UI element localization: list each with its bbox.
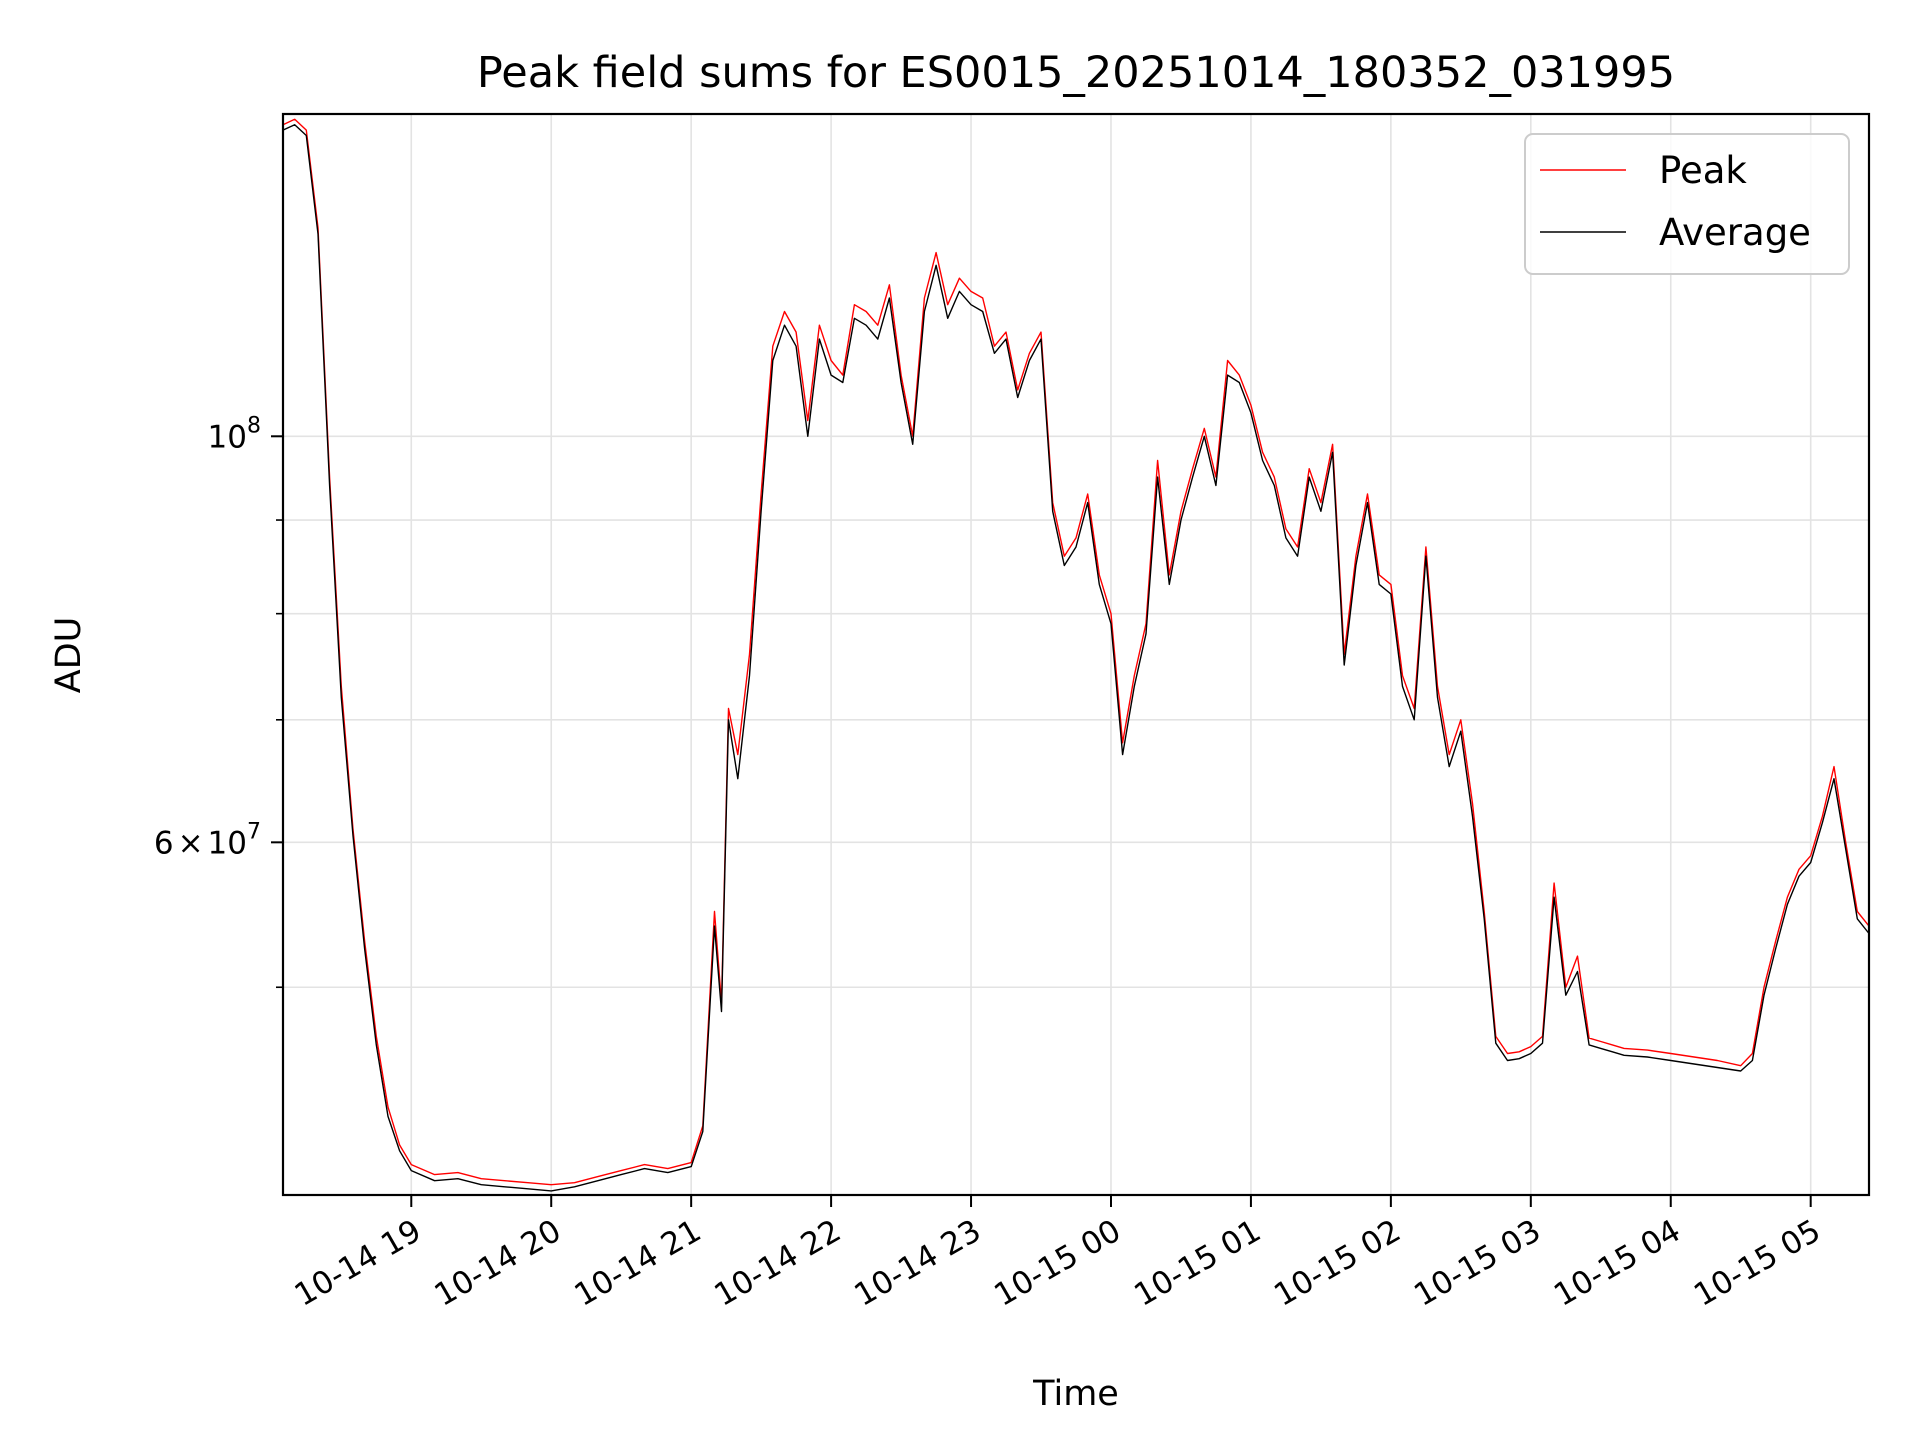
legend-label-peak: Peak bbox=[1659, 149, 1747, 192]
series-lines bbox=[282, 118, 1870, 1192]
legend-label-average: Average bbox=[1659, 211, 1811, 254]
series-line-peak bbox=[282, 118, 1870, 1186]
series-line-average bbox=[282, 124, 1870, 1192]
y-tick-label: 108 bbox=[208, 413, 261, 455]
chart-title: Peak field sums for ES0015_20251014_1803… bbox=[477, 48, 1675, 98]
y-tick-label: 6 × 107 bbox=[154, 819, 261, 861]
plot-area-frame bbox=[281, 112, 1871, 1197]
x-axis-label: Time bbox=[1032, 1374, 1119, 1414]
gridlines bbox=[283, 114, 1869, 1195]
legend: Peak Average bbox=[1524, 133, 1850, 275]
legend-frame bbox=[1524, 133, 1850, 275]
y-axis-label: ADU bbox=[49, 617, 89, 694]
